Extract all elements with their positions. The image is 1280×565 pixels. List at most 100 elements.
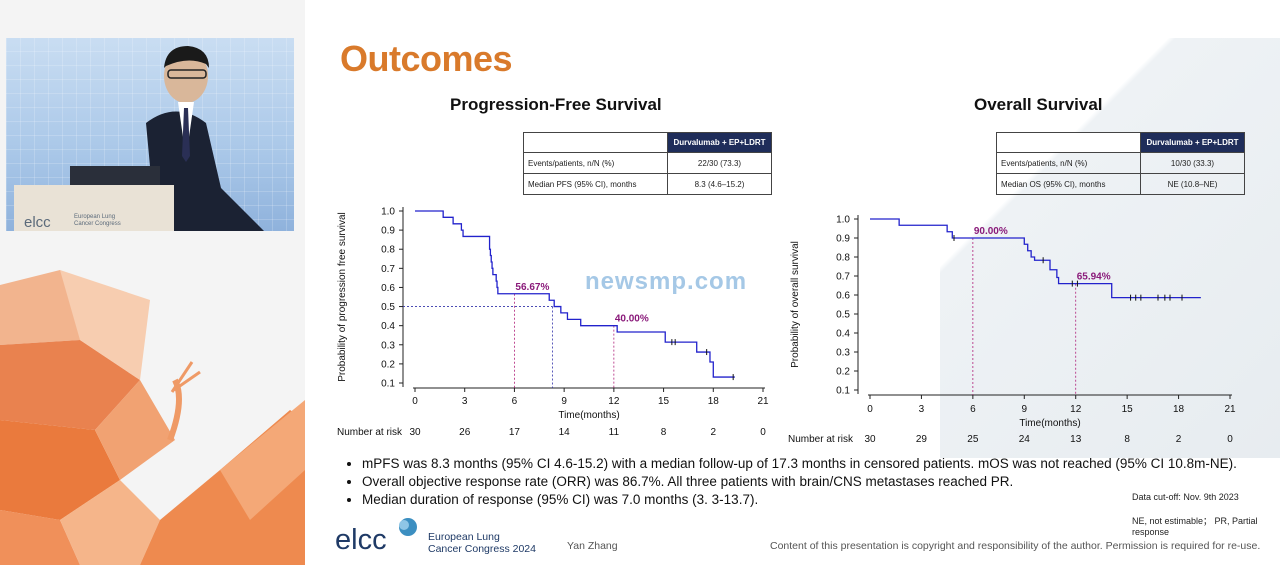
os-table-row: Median OS (95% CI), months NE (10.8–NE)	[996, 173, 1245, 195]
os-y-tick-label: 0.7	[836, 272, 850, 283]
podium-logo-text: elcc	[24, 214, 51, 231]
pfs-risk-value: 17	[509, 427, 521, 438]
speaker-figure	[70, 46, 264, 231]
pfs-x-tick-label: 12	[608, 396, 620, 407]
watermark: newsmp.com	[585, 268, 748, 295]
pfs-median-label: Median PFS (95% CI), months	[523, 173, 668, 195]
os-risk-value: 30	[864, 434, 876, 445]
os-y-axis-label: Probability of overall survival	[790, 241, 801, 368]
bullet-list: mPFS was 8.3 months (95% CI 4.6-15.2) wi…	[340, 456, 1237, 510]
os-percent-label: 65.94%	[1077, 272, 1111, 283]
pfs-risk-value: 26	[459, 427, 471, 438]
podium-sub-line-2: Cancer Congress	[74, 221, 121, 227]
os-y-tick-label: 0.3	[836, 348, 850, 359]
copyright-notice: Content of this presentation is copyrigh…	[770, 540, 1261, 552]
os-x-tick-label: 15	[1122, 404, 1134, 415]
pfs-y-tick-label: 0.9	[381, 226, 395, 237]
pfs-x-tick-label: 6	[512, 396, 518, 407]
podium	[14, 185, 174, 231]
pfs-risk-value: 2	[711, 427, 717, 438]
os-table-header: Durvalumab + EP+LDRT	[1140, 132, 1245, 153]
os-summary-table: Durvalumab + EP+LDRT Events/patients, n/…	[996, 132, 1245, 195]
os-risk-label: Number at risk	[788, 434, 854, 445]
os-x-tick-label: 12	[1070, 404, 1082, 415]
speaker-video: elcc European Lung Cancer Congress	[6, 38, 294, 231]
os-y-tick-label: 0.5	[836, 310, 850, 321]
os-y-tick-label: 0.8	[836, 253, 850, 264]
pfs-summary-table: Durvalumab + EP+LDRT Events/patients, n/…	[523, 132, 772, 195]
os-x-tick-label: 3	[919, 404, 925, 415]
author-name: Yan Zhang	[567, 540, 618, 552]
slide: Outcomes Progression-Free Survival Overa…	[305, 0, 1280, 565]
os-x-axis-label: Time(months)	[1019, 418, 1080, 429]
os-y-tick-label: 0.6	[836, 291, 850, 302]
butterfly-graphic	[0, 270, 305, 565]
logo-sub-line-2: Cancer Congress 2024	[428, 543, 536, 555]
pfs-y-tick-label: 0.4	[381, 321, 395, 332]
pfs-table-header: Durvalumab + EP+LDRT	[667, 132, 772, 153]
os-x-tick-label: 6	[970, 404, 976, 415]
os-chart-title: Overall Survival	[974, 95, 1103, 114]
os-y-tick-label: 0.1	[836, 386, 850, 397]
os-median-label: Median OS (95% CI), months	[996, 173, 1141, 195]
pfs-risk-value: 30	[409, 427, 421, 438]
pfs-y-tick-label: 0.6	[381, 283, 395, 294]
pfs-table-row: Median PFS (95% CI), months 8.3 (4.6–15.…	[523, 173, 772, 195]
pfs-y-tick-label: 0.5	[381, 302, 395, 313]
pfs-risk-value: 11	[609, 427, 620, 438]
pfs-risk-value: 14	[559, 427, 571, 438]
os-x-tick-label: 21	[1224, 404, 1236, 415]
pfs-x-tick-label: 21	[757, 396, 769, 407]
os-median-value: NE (10.8–NE)	[1140, 173, 1245, 195]
elcc-logo-mark	[399, 518, 417, 536]
data-cutoff-note: Data cut-off: Nov. 9th 2023	[1132, 492, 1239, 502]
os-x-tick-label: 0	[867, 404, 873, 415]
os-risk-value: 0	[1227, 434, 1233, 445]
pfs-table-header-row: Durvalumab + EP+LDRT	[523, 132, 772, 153]
pfs-y-tick-label: 0.8	[381, 245, 395, 256]
pfs-table-header-empty	[523, 132, 668, 153]
pfs-median-value: 8.3 (4.6–15.2)	[667, 173, 772, 195]
pfs-risk-value: 0	[760, 427, 766, 438]
pfs-risk-value: 8	[661, 427, 667, 438]
podium-sub-line-1: European Lung	[74, 214, 116, 220]
pfs-y-axis-label: Probability of progression free survival	[337, 212, 348, 382]
bullet-item: Overall objective response rate (ORR) wa…	[362, 474, 1237, 490]
left-panel: elcc European Lung Cancer Congress	[0, 0, 305, 565]
os-x-tick-label: 18	[1173, 404, 1185, 415]
os-risk-value: 13	[1070, 434, 1082, 445]
os-survival-curve	[870, 218, 1201, 299]
pfs-x-tick-label: 18	[708, 396, 720, 407]
os-x-tick-label: 9	[1022, 404, 1028, 415]
pfs-survival-curve	[415, 210, 735, 378]
os-y-tick-label: 1.0	[836, 215, 850, 226]
os-y-tick-label: 0.9	[836, 234, 850, 245]
logo-sub-line-1: European Lung	[428, 531, 500, 543]
os-risk-value: 2	[1176, 434, 1182, 445]
os-risk-value: 29	[916, 434, 928, 445]
pfs-x-tick-label: 3	[462, 396, 468, 407]
pfs-y-tick-label: 0.3	[381, 340, 395, 351]
elcc-logo-subtext: European Lung Cancer Congress 2024	[428, 531, 536, 555]
os-risk-value: 8	[1124, 434, 1130, 445]
pfs-percent-label: 40.00%	[615, 314, 649, 325]
pfs-y-tick-label: 0.7	[381, 264, 395, 275]
pfs-percent-label: 56.67%	[515, 282, 549, 293]
pfs-table-row: Events/patients, n/N (%) 22/30 (73.3)	[523, 152, 772, 174]
os-risk-value: 25	[967, 434, 979, 445]
pfs-x-tick-label: 15	[658, 396, 670, 407]
slide-title: Outcomes	[340, 38, 513, 79]
pfs-risk-label: Number at risk	[337, 427, 403, 438]
pfs-x-axis-label: Time(months)	[558, 410, 619, 421]
elcc-logo-text: elcc	[335, 524, 387, 556]
pfs-y-tick-label: 0.2	[381, 359, 395, 370]
pfs-x-tick-label: 9	[561, 396, 567, 407]
pfs-y-tick-label: 1.0	[381, 207, 395, 218]
os-y-tick-label: 0.2	[836, 367, 850, 378]
bullet-item: Median duration of response (95% CI) was…	[362, 492, 1237, 508]
slide-background-shade	[940, 38, 1280, 458]
os-risk-value: 24	[1019, 434, 1031, 445]
podium-logo-subtext: European Lung Cancer Congress	[74, 214, 121, 228]
os-table-row: Events/patients, n/N (%) 10/30 (33.3)	[996, 152, 1245, 174]
pfs-chart-title: Progression-Free Survival	[450, 95, 662, 114]
